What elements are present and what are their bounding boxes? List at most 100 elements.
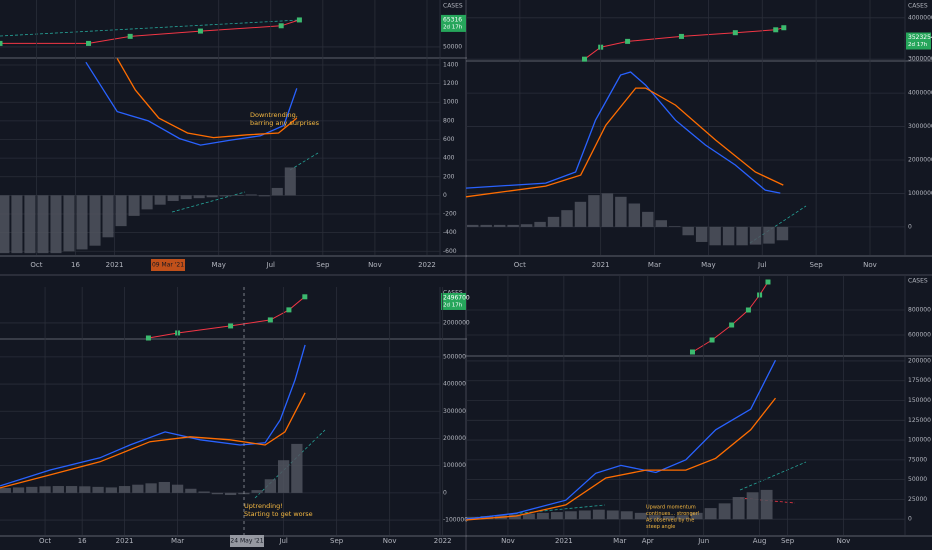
- axis-label: CASES: [908, 278, 928, 285]
- axis-label: CASES: [443, 3, 463, 10]
- y-tick-label: 400: [443, 155, 455, 162]
- candle-box: [286, 307, 292, 313]
- trend-arrow: [0, 19, 301, 37]
- annotation: As observed by the: [646, 518, 694, 524]
- y-tick-label: 800: [443, 117, 455, 124]
- histogram-bar: [167, 195, 179, 201]
- y-tick-label: -400: [443, 229, 457, 236]
- y-tick-label: 1400: [443, 61, 458, 68]
- histogram-bar: [520, 224, 533, 227]
- y-tick-label: 800000: [908, 307, 931, 314]
- y-tick-label: 200: [443, 173, 455, 180]
- y-tick-label: 175000: [908, 377, 931, 384]
- x-tick-label: Sep: [316, 261, 330, 269]
- histogram-bar: [709, 226, 721, 246]
- candle-box: [709, 337, 715, 343]
- candle-box: [278, 23, 284, 29]
- x-tick-label: 16: [71, 261, 80, 269]
- x-tick-label: 2022: [418, 261, 436, 269]
- histogram-bar: [662, 516, 675, 520]
- histogram-bar: [245, 194, 257, 196]
- y-tick-label: 0: [443, 192, 447, 199]
- annotation: barring any surprises: [250, 119, 320, 127]
- histogram-bar: [115, 195, 127, 227]
- candle-box: [0, 40, 3, 46]
- histogram-bar: [193, 195, 205, 199]
- histogram-bar: [24, 195, 36, 254]
- candle-box: [86, 40, 92, 46]
- candle-box: [729, 322, 735, 328]
- histogram-bar: [722, 226, 735, 246]
- candle-box: [773, 27, 779, 33]
- x-tick-label: May: [701, 261, 715, 269]
- price-label: 2496700: [443, 294, 470, 301]
- histogram-bar: [76, 195, 88, 250]
- y-tick-label: 2000000: [443, 319, 470, 326]
- y-tick-label: 200000: [443, 435, 466, 442]
- histogram-bar: [264, 479, 276, 493]
- x-tick-label: 2021: [106, 261, 124, 269]
- x-tick-label: Nov: [501, 537, 515, 545]
- histogram-bar: [467, 224, 479, 227]
- histogram-bar: [669, 226, 681, 227]
- histogram-bar: [574, 201, 587, 227]
- y-tick-label: 125000: [908, 417, 931, 424]
- histogram-bar: [37, 195, 49, 254]
- trend-arrow: [289, 152, 319, 171]
- y-tick-label: 1000: [443, 99, 458, 106]
- histogram-bar: [648, 515, 661, 520]
- histogram-bar: [508, 514, 521, 520]
- histogram-bar: [158, 481, 170, 493]
- histogram-bar: [620, 511, 633, 520]
- histogram-bar: [588, 195, 600, 227]
- annotation: Upward momentum: [646, 505, 696, 511]
- x-tick-label: Nov: [837, 537, 851, 545]
- x-tick-label: May: [211, 261, 225, 269]
- x-tick-label: Mar: [613, 537, 626, 545]
- histogram-bar: [12, 487, 25, 493]
- x-tick-label: Aug: [753, 537, 767, 545]
- candle-box: [582, 56, 588, 62]
- histogram-bar: [185, 488, 197, 493]
- histogram-bar: [732, 497, 745, 520]
- y-tick-label: 4000000: [908, 90, 932, 97]
- histogram-bar: [776, 226, 789, 241]
- histogram-bar: [760, 489, 773, 520]
- histogram-bar: [746, 492, 759, 520]
- histogram-bar: [132, 484, 144, 493]
- x-tick-label: Oct: [30, 261, 42, 269]
- y-tick-label: 75000: [908, 456, 927, 463]
- y-tick-label: -600: [443, 248, 457, 255]
- histogram-bar: [141, 195, 153, 210]
- candle-box: [127, 33, 133, 39]
- annotation: Starting to get worse: [244, 510, 313, 518]
- histogram-bar: [232, 195, 244, 196]
- y-tick-label: 1200: [443, 80, 458, 87]
- histogram-bar: [206, 195, 218, 198]
- annotation: Uptrending!: [244, 502, 283, 510]
- x-tick-label: Sep: [810, 261, 824, 269]
- x-tick-label: Nov: [368, 261, 382, 269]
- histogram-bar: [26, 486, 38, 493]
- trend-arrow: [171, 191, 246, 213]
- histogram-bar: [615, 196, 627, 227]
- histogram-bar: [277, 460, 290, 493]
- histogram-bar: [507, 224, 519, 227]
- candle-box: [625, 38, 631, 44]
- crosshair-label: 09 Mar '21: [152, 262, 184, 269]
- histogram-bar: [642, 211, 654, 227]
- histogram-bar: [145, 483, 157, 493]
- histogram-bar: [695, 226, 708, 242]
- histogram-bar: [105, 487, 117, 493]
- histogram-bar: [534, 221, 546, 227]
- histogram-bar: [291, 443, 303, 493]
- y-tick-label: 0: [908, 223, 912, 230]
- candle-box: [302, 294, 308, 300]
- x-tick-label: 2021: [555, 537, 573, 545]
- y-tick-label: 200000: [908, 357, 931, 364]
- x-tick-label: Nov: [383, 537, 397, 545]
- histogram-bar: [284, 167, 296, 196]
- histogram-bar: [79, 486, 91, 493]
